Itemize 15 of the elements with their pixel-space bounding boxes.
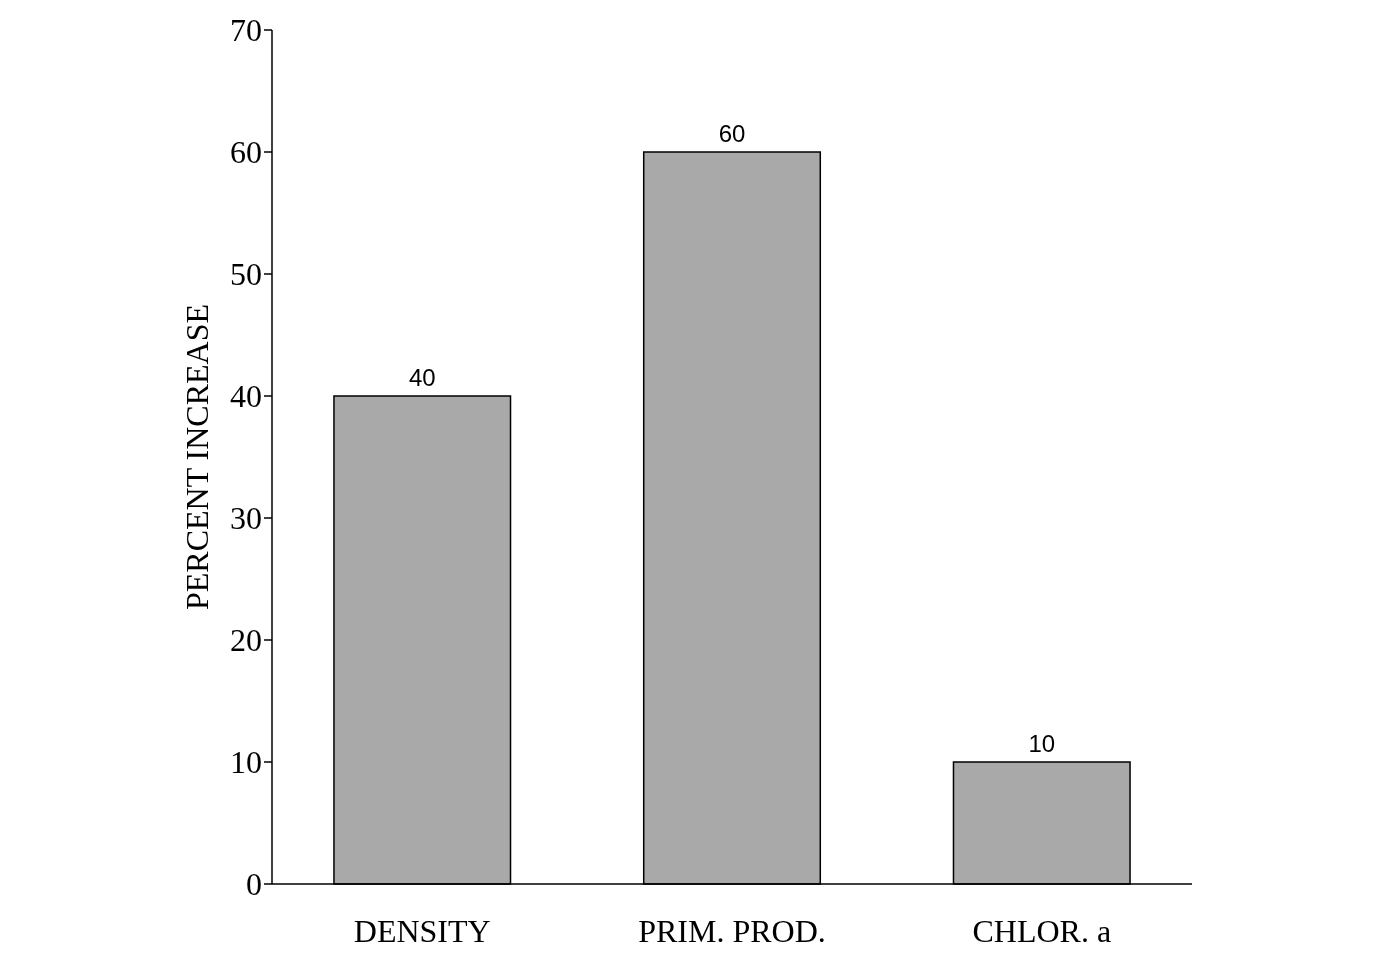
x-tick-label: PRIM. PROD. <box>638 913 826 949</box>
data-label: 10 <box>1028 730 1056 757</box>
x-tick-label: CHLOR. a <box>972 913 1112 949</box>
data-label: 40 <box>408 364 436 391</box>
y-tick-label: 50 <box>230 256 262 293</box>
y-axis-title: PERCENT INCREASE <box>179 303 215 611</box>
data-label: 60 <box>718 120 746 147</box>
y-tick-label: 70 <box>230 12 262 49</box>
y-tick-label: 20 <box>230 622 262 659</box>
x-tick-label: DENSITY <box>353 913 491 949</box>
y-tick-label: 0 <box>246 866 262 903</box>
y-tick-label: 40 <box>230 378 262 415</box>
y-tick-label: 60 <box>230 134 262 171</box>
y-tick-label: 30 <box>230 500 262 537</box>
y-tick-label: 10 <box>230 744 262 781</box>
